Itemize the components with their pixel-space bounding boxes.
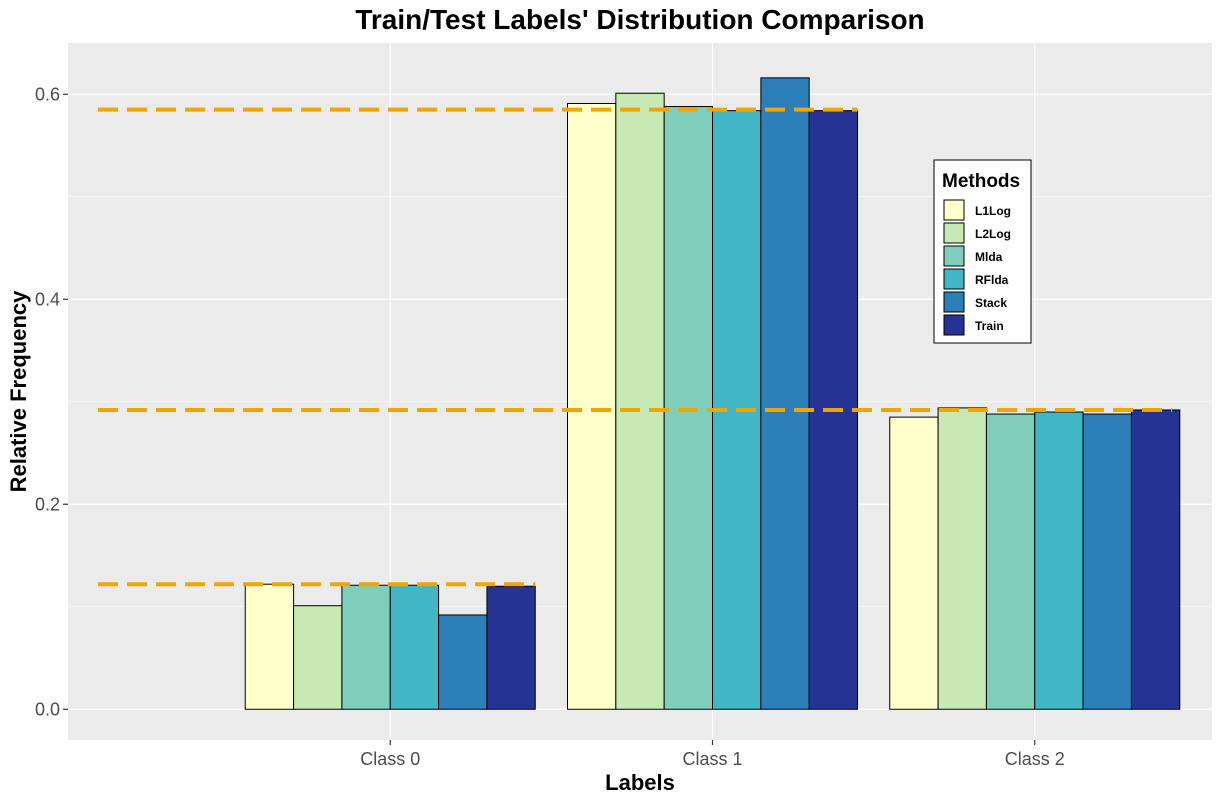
legend-key-train xyxy=(943,314,965,336)
bar-l2log-class-0 xyxy=(293,605,343,710)
legend-key-rflda xyxy=(943,268,965,290)
y-tick-label: 0.0 xyxy=(35,699,60,719)
bars-group xyxy=(244,77,1181,710)
bar-rflda-class-0 xyxy=(389,584,440,710)
bar-train-class-2 xyxy=(1130,409,1181,710)
x-tick-label: Class 2 xyxy=(1005,749,1065,769)
legend-label-stack: Stack xyxy=(975,296,1007,310)
legend: Methods L1Log L2Log Mlda RFlda Stack Train xyxy=(933,159,1032,344)
y-axis: 0.0 0.2 0.4 0.6 xyxy=(35,84,68,719)
legend-key-mlda xyxy=(943,245,965,267)
bar-mlda-class-1 xyxy=(663,106,714,710)
x-axis: Class 0 Class 1 Class 2 xyxy=(360,740,1065,769)
bar-stack-class-0 xyxy=(438,614,488,710)
legend-key-l1log xyxy=(943,199,965,221)
bar-l1log-class-1 xyxy=(566,102,617,710)
chart-title: Train/Test Labels' Distribution Comparis… xyxy=(355,4,924,35)
reference-lines xyxy=(98,107,1172,587)
x-tick-label: Class 1 xyxy=(682,749,742,769)
legend-items: L1Log L2Log Mlda RFlda Stack Train xyxy=(943,199,1011,336)
legend-title: Methods xyxy=(942,171,1020,192)
bar-stack-class-1 xyxy=(760,77,810,710)
legend-label-mlda: Mlda xyxy=(975,250,1003,264)
legend-label-train: Train xyxy=(975,319,1004,333)
y-axis-title: Relative Frequency xyxy=(6,290,31,493)
bar-l2log-class-2 xyxy=(937,407,987,710)
legend-label-l2log: L2Log xyxy=(975,227,1011,241)
bar-l1log-class-0 xyxy=(244,583,295,710)
legend-key-stack xyxy=(943,291,965,313)
bar-l1log-class-2 xyxy=(889,416,939,710)
x-tick-label: Class 0 xyxy=(360,749,420,769)
bar-rflda-class-2 xyxy=(1034,411,1084,710)
y-tick-label: 0.4 xyxy=(35,289,60,309)
legend-key-l2log xyxy=(943,222,965,244)
y-tick-label: 0.2 xyxy=(35,494,60,514)
y-tick-label: 0.6 xyxy=(35,84,60,104)
legend-label-l1log: L1Log xyxy=(975,204,1011,218)
bar-train-class-0 xyxy=(486,585,536,710)
legend-label-rflda: RFlda xyxy=(975,273,1009,287)
bar-mlda-class-0 xyxy=(341,584,391,710)
x-axis-title: Labels xyxy=(605,770,675,795)
bar-l2log-class-1 xyxy=(615,92,665,710)
bar-mlda-class-2 xyxy=(985,413,1036,710)
bar-stack-class-2 xyxy=(1082,413,1132,710)
